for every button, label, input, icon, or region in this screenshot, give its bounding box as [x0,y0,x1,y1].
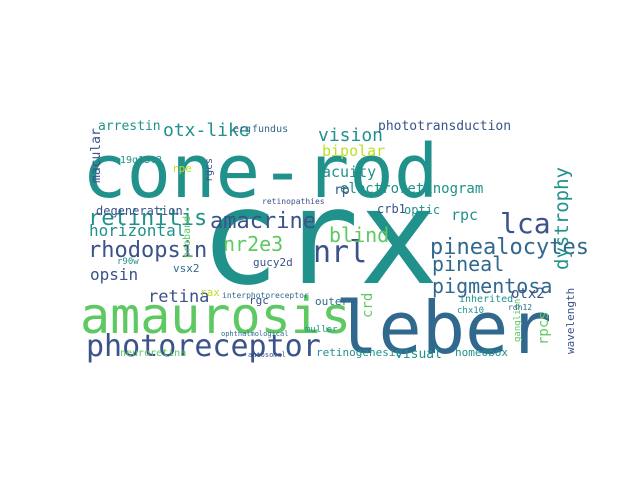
word-retinopathies: retinopathies [262,197,325,206]
word-rpc: rpc [451,206,478,224]
word-otx2: otx2 [511,286,545,302]
word-degeneration: degeneration [96,204,183,218]
word-retinogenesis: retinogenesis [316,346,402,359]
word-arrestin: arrestin [98,119,161,134]
word-photoreceptor: photoreceptor [86,329,321,364]
word-lca: lca [500,207,551,240]
word-rgcs: rgcs [204,158,215,182]
word-rax: rax [200,286,220,299]
word-neuroretina: neuroretina [120,348,186,359]
word-rhodopsin: rhodopsin [88,238,207,263]
word-amacrine: amacrine [210,209,316,234]
word-cone-rod: cone-rod [82,129,438,215]
word-rpe: rpe [172,162,192,175]
word-leber: leber [335,286,552,370]
word-autosomal: autosomal [248,351,286,359]
word-retina: retina [148,287,209,307]
word-retinitis: retinitis [88,206,207,231]
word-crb1: crb1 [377,202,406,216]
word-nr2e3: nr2e3 [223,232,283,256]
word-muller: muller [305,325,338,335]
word-interphotoreceptor: interphotoreceptor [222,291,309,300]
word-pigmentosa: pigmentosa [432,274,552,298]
word-erg: erg [233,124,251,135]
word-rp: rp [334,183,350,198]
word-homeobox: homeobox [455,346,508,359]
word-rgc: rgc [249,294,269,307]
word-vision: vision [318,125,383,146]
word-nrl: nrl [313,235,367,270]
word-wavelength: wavelength [564,288,577,354]
word-rdh12: rdh12 [508,303,532,312]
word-proband: proband [182,216,193,258]
word-otx-like: otx-like [163,120,250,141]
word-blind: blind [329,223,389,247]
word-cloud-words: crx cone-rod leber amaurosis photorecept… [80,119,589,370]
word-r90w: r90w [117,257,139,267]
word-crd: crd [360,293,376,318]
word-phototransduction: phototransduction [378,119,511,134]
word-ganglion: ganglion [513,299,523,342]
word-visual: visual [395,347,442,362]
word-chx10: chx10 [457,306,484,316]
word-acuity: acuity [322,163,376,181]
word-amaurosis: amaurosis [80,287,351,345]
word-pinealocytes: pinealocytes [430,235,589,260]
word-ophthalmological: ophthalmological [221,330,288,338]
word-crx: crx [200,161,438,315]
word-gucy2d: gucy2d [253,256,293,269]
word-bipolar: bipolar [322,142,385,160]
word-opsin: opsin [90,265,138,284]
word-horizontal: horizontal [89,221,185,240]
word-fundus: fundus [252,124,288,135]
word-electroretinogram: electroretinogram [340,181,483,197]
word-optic: optic [404,203,440,217]
word-19q13-3: 19q13.3 [120,155,162,166]
word-macular: macular [89,128,104,183]
word-inherited: inherited [459,294,513,305]
word-rpcs: rpcs [536,311,552,345]
word-vsx2: vsx2 [173,262,200,275]
word-pineal: pineal [432,252,504,276]
word-outer: outer [315,295,348,308]
word-dystrophy: dystrophy [551,167,573,270]
